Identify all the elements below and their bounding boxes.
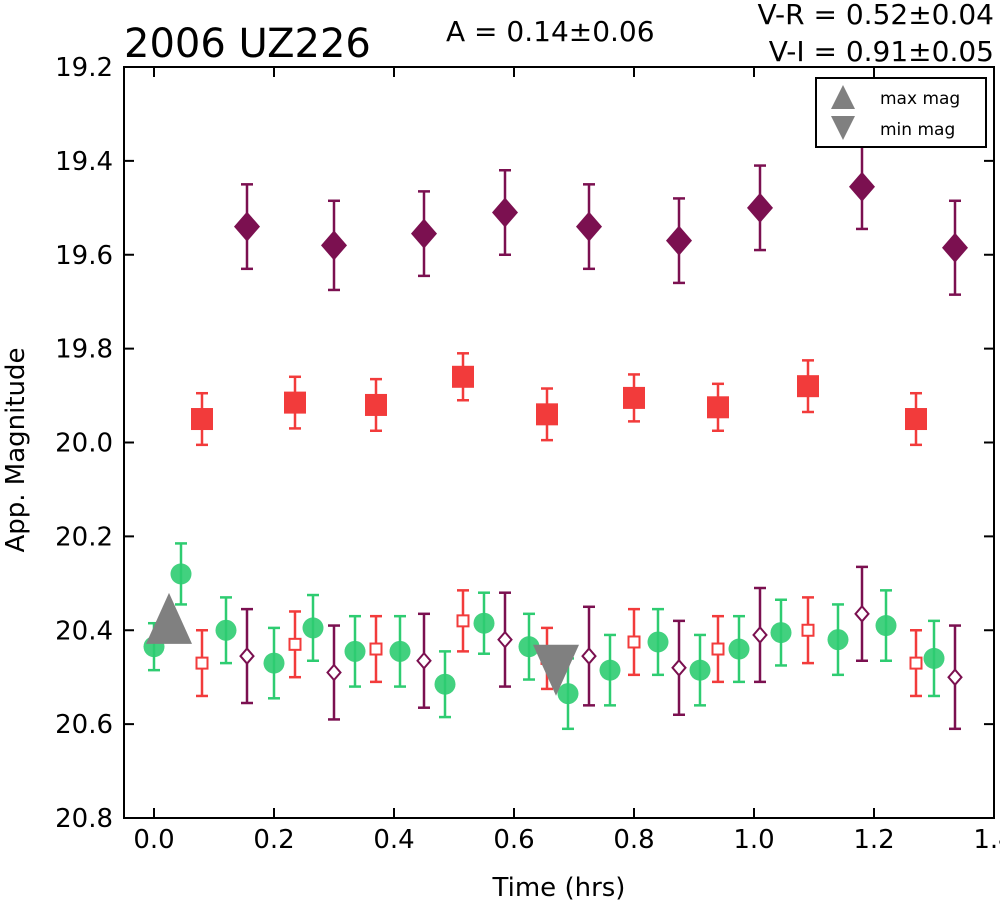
data-point-circle — [875, 615, 897, 637]
data-point-square-open — [801, 623, 815, 637]
x-tick-label: 1.0 — [733, 825, 774, 855]
data-point-diamond-open — [854, 604, 870, 623]
data-point-diamond — [942, 232, 968, 263]
y-tick-label: 20.6 — [55, 710, 113, 740]
data-point-circle — [557, 683, 579, 705]
data-point-circle — [434, 673, 456, 695]
data-point-square-open — [288, 637, 302, 651]
x-tick-label: 1.2 — [853, 825, 894, 855]
x-tick-label: 0.6 — [493, 825, 534, 855]
chart-title: 2006 UZ226 — [124, 21, 371, 67]
data-point-circle — [647, 631, 669, 653]
data-point-diamond-open — [326, 663, 342, 682]
x-axis-label: Time (hrs) — [492, 873, 626, 901]
y-tick-label: 19.2 — [55, 53, 113, 83]
data-point-square-open — [711, 642, 725, 656]
data-point-square-open — [456, 614, 470, 628]
data-point-square — [623, 386, 645, 409]
data-point-diamond-open — [497, 630, 513, 649]
data-point-circle — [827, 629, 849, 651]
data-point-square — [536, 403, 558, 426]
data-point-circle — [170, 563, 192, 585]
data-point-circle — [473, 612, 495, 634]
data-point-circle — [923, 647, 945, 669]
data-point-diamond — [234, 211, 260, 242]
legend: max mag min mag — [815, 77, 987, 148]
data-point-diamond — [576, 211, 602, 242]
y-tick-label: 20.2 — [55, 522, 113, 552]
y-tick-label: 20.0 — [55, 429, 113, 459]
y-tick-label: 20.8 — [55, 804, 113, 834]
data-point-circle — [518, 636, 540, 658]
y-tick-label: 19.4 — [55, 147, 113, 177]
x-tick-label: 1.4 — [973, 825, 1000, 855]
data-point-diamond-open — [752, 625, 768, 644]
x-tick-label: 0.4 — [373, 825, 414, 855]
data-point-square — [707, 396, 729, 419]
y-tick-label: 19.8 — [55, 335, 113, 365]
data-point-square-open — [909, 656, 923, 670]
data-point-square — [452, 365, 474, 388]
data-point-diamond-open — [947, 668, 963, 687]
data-point-square — [905, 408, 927, 431]
y-axis-label: App. Magnitude — [1, 347, 31, 552]
data-point-diamond — [849, 171, 875, 202]
amplitude-annotation: A = 0.14±0.06 — [446, 15, 655, 48]
data-point-diamond — [492, 197, 518, 228]
legend-min-mag-marker — [831, 116, 855, 140]
min-mag-marker — [533, 644, 579, 696]
data-point-diamond-open — [671, 658, 687, 677]
data-point-square — [797, 375, 819, 398]
data-point-square-open — [627, 635, 641, 649]
data-point-square-open — [369, 642, 383, 656]
data-point-circle — [599, 659, 621, 681]
x-tick-label: 0.0 — [133, 825, 174, 855]
legend-max-mag-marker — [831, 85, 855, 109]
data-point-circle — [689, 659, 711, 681]
x-tick-label: 0.8 — [613, 825, 654, 855]
data-point-square — [365, 393, 387, 416]
v-i-annotation: V-I = 0.91±0.05 — [769, 35, 994, 68]
data-point-circle — [728, 638, 750, 660]
data-point-square-open — [195, 656, 209, 670]
data-point-square — [284, 391, 306, 414]
legend-label-min-mag: min mag — [880, 120, 955, 140]
y-tick-label: 20.4 — [55, 616, 113, 646]
data-point-circle — [770, 622, 792, 644]
x-tick-label: 0.2 — [253, 825, 294, 855]
data-point-circle — [344, 640, 366, 662]
max-mag-marker — [146, 592, 192, 644]
v-r-annotation: V-R = 0.52±0.04 — [758, 0, 994, 31]
data-point-circle — [302, 617, 324, 639]
data-point-diamond-open — [416, 651, 432, 670]
data-point-circle — [263, 652, 285, 674]
data-marks — [143, 143, 968, 731]
data-point-diamond — [747, 192, 773, 223]
data-point-diamond — [411, 218, 437, 249]
y-tick-label: 19.6 — [55, 241, 113, 271]
data-point-circle — [215, 619, 237, 641]
legend-label-max-mag: max mag — [880, 89, 960, 109]
data-point-square — [191, 408, 213, 431]
data-point-circle — [389, 640, 411, 662]
data-point-diamond-open — [581, 647, 597, 666]
axis-ticks: 0.0 0.2 0.4 0.6 0.8 1.0 1.2 1.4 19.2 19.4 19.6 19.8… — [55, 53, 1000, 855]
data-point-diamond-open — [239, 647, 255, 666]
data-point-diamond — [321, 230, 347, 261]
data-point-diamond — [666, 225, 692, 256]
